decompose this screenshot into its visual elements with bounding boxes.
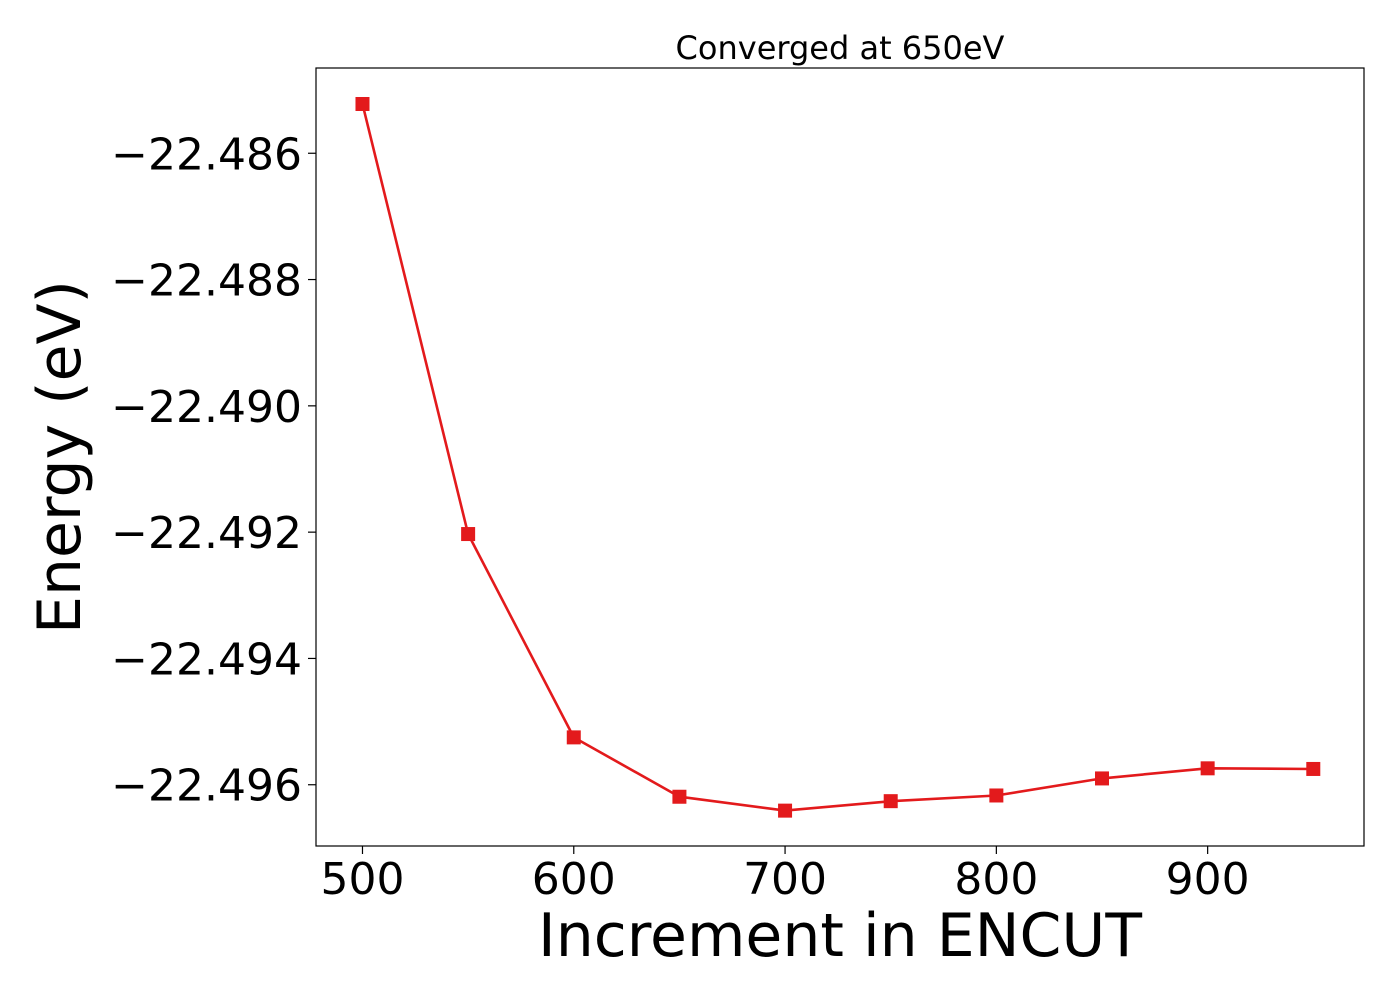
x-axis-ticks: 500 600 700 800 900 bbox=[320, 846, 1250, 905]
x-tick-label: 600 bbox=[532, 854, 616, 905]
data-point bbox=[461, 527, 476, 542]
x-tick-label: 700 bbox=[743, 854, 827, 905]
plot-area-frame bbox=[315, 67, 1365, 847]
data-point bbox=[1306, 761, 1321, 776]
x-tick-label: 500 bbox=[320, 854, 404, 905]
x-tick-label: 900 bbox=[1166, 854, 1250, 905]
data-point bbox=[883, 794, 898, 809]
y-tick-label: −22.486 bbox=[111, 129, 302, 180]
y-tick-label: −22.494 bbox=[111, 634, 302, 685]
series-layer bbox=[355, 96, 1321, 818]
y-axis-label: Energy (eV) bbox=[25, 280, 95, 634]
data-point bbox=[672, 789, 687, 804]
data-point bbox=[355, 96, 370, 111]
data-point bbox=[1200, 761, 1215, 776]
series-line bbox=[361, 103, 1314, 812]
y-tick-label: −22.488 bbox=[111, 256, 302, 307]
chart-title: Converged at 650eV bbox=[676, 29, 1005, 67]
y-tick-label: −22.490 bbox=[111, 382, 302, 433]
data-point bbox=[989, 788, 1004, 803]
data-point bbox=[566, 730, 581, 745]
y-tick-label: −22.496 bbox=[111, 761, 302, 812]
x-axis-label: Increment in ENCUT bbox=[538, 901, 1142, 971]
data-point bbox=[778, 803, 793, 818]
data-point bbox=[1095, 771, 1109, 786]
y-axis-ticks: −22.486 −22.488 −22.490 −22.492 −22.494 −22.4… bbox=[111, 129, 316, 812]
x-tick-label: 800 bbox=[954, 854, 1038, 905]
y-tick-label: −22.492 bbox=[111, 508, 302, 559]
